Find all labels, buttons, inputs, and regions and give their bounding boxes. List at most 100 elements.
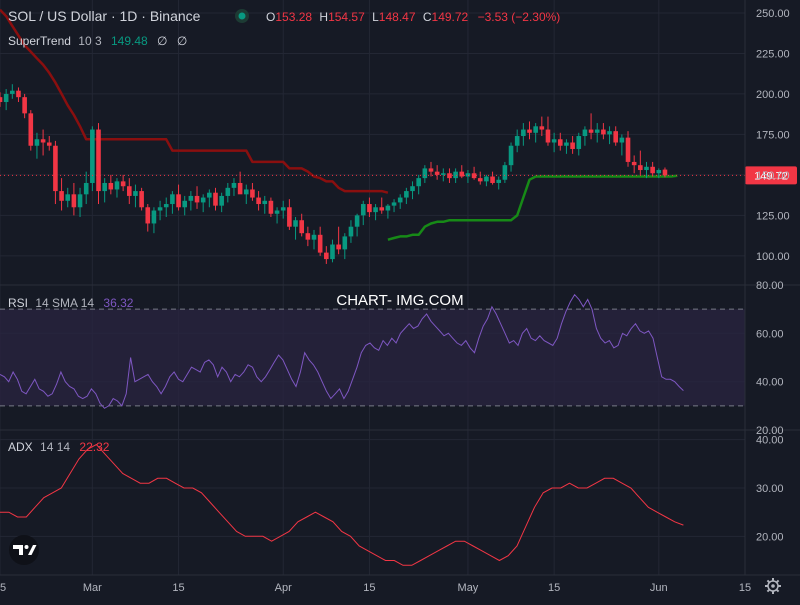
candle[interactable] — [441, 168, 446, 182]
candle[interactable] — [262, 195, 268, 214]
candle[interactable] — [459, 165, 465, 179]
candle[interactable] — [490, 171, 495, 185]
candle[interactable] — [299, 213, 304, 237]
gear-icon[interactable] — [765, 578, 781, 594]
candle[interactable] — [293, 216, 298, 240]
candle[interactable] — [34, 132, 40, 159]
candle[interactable] — [287, 199, 292, 230]
candle[interactable] — [447, 168, 452, 183]
candle[interactable] — [336, 226, 341, 255]
candle[interactable] — [514, 129, 520, 153]
candle[interactable] — [16, 87, 21, 103]
candle[interactable] — [268, 197, 274, 217]
candle[interactable] — [619, 134, 625, 156]
candle[interactable] — [46, 136, 52, 151]
candle[interactable] — [157, 200, 163, 221]
candle[interactable] — [163, 197, 169, 217]
candle[interactable] — [601, 123, 606, 140]
candle[interactable] — [126, 178, 132, 205]
candle[interactable] — [330, 239, 335, 263]
candle[interactable] — [182, 195, 188, 216]
candle[interactable] — [508, 142, 514, 172]
candle[interactable] — [40, 129, 46, 156]
candle[interactable] — [588, 113, 594, 140]
candle[interactable] — [90, 126, 95, 192]
candle[interactable] — [607, 126, 612, 145]
candle[interactable] — [496, 176, 502, 190]
candle[interactable] — [644, 161, 649, 179]
candle[interactable] — [502, 161, 508, 183]
candle[interactable] — [545, 116, 551, 146]
candle[interactable] — [342, 233, 348, 260]
candle[interactable] — [170, 191, 175, 214]
candle[interactable] — [656, 168, 662, 179]
candle[interactable] — [324, 246, 329, 264]
candle[interactable] — [576, 132, 582, 156]
tradingview-logo-icon[interactable] — [9, 535, 39, 565]
candle[interactable] — [28, 110, 34, 151]
candle[interactable] — [53, 140, 58, 205]
candle[interactable] — [471, 166, 477, 180]
candle[interactable] — [59, 178, 64, 211]
symbol-title[interactable]: SOL / US Dollar · 1D · Binance — [8, 8, 201, 24]
candle[interactable] — [133, 184, 138, 208]
candle[interactable] — [145, 204, 151, 232]
candle[interactable] — [385, 204, 391, 219]
candle[interactable] — [638, 150, 643, 175]
candle[interactable] — [625, 131, 631, 167]
candle[interactable] — [379, 197, 385, 214]
candle[interactable] — [557, 132, 563, 151]
candle[interactable] — [65, 187, 71, 208]
candle[interactable] — [243, 184, 249, 205]
candle[interactable] — [354, 213, 360, 237]
candle[interactable] — [219, 192, 224, 213]
candle[interactable] — [570, 136, 575, 154]
candle[interactable] — [305, 226, 311, 247]
candle[interactable] — [594, 123, 600, 143]
candle[interactable] — [10, 84, 15, 99]
candle[interactable] — [613, 126, 619, 146]
candles-layer[interactable] — [0, 84, 668, 264]
candle[interactable] — [422, 165, 428, 183]
candle[interactable] — [564, 139, 569, 154]
candle[interactable] — [465, 170, 471, 183]
candle[interactable] — [631, 155, 637, 174]
candle[interactable] — [71, 182, 77, 216]
price-axis[interactable]: 100.00 125.00 150.00 175.00 200.00 225.00 250.… — [756, 8, 790, 543]
candle[interactable] — [533, 123, 538, 143]
candle[interactable] — [360, 200, 366, 226]
candle[interactable] — [120, 174, 126, 192]
candle[interactable] — [551, 132, 557, 153]
candle[interactable] — [256, 191, 261, 211]
candle[interactable] — [650, 161, 655, 177]
candle[interactable] — [477, 171, 483, 185]
candle[interactable] — [311, 229, 317, 250]
candle[interactable] — [317, 226, 323, 256]
candle[interactable] — [77, 187, 83, 217]
rsi-legend[interactable]: RSI 14 SMA 14 36.32 — [8, 296, 134, 310]
candle[interactable] — [484, 174, 489, 187]
candle[interactable] — [3, 89, 9, 111]
candle[interactable] — [397, 194, 403, 209]
candle[interactable] — [108, 174, 114, 195]
candle[interactable] — [539, 116, 545, 137]
candle[interactable] — [348, 220, 354, 243]
candle[interactable] — [391, 199, 397, 213]
time-axis[interactable]: 15 Mar 15 Apr 15 May 15 Jun 15 — [0, 582, 751, 594]
supertrend-legend[interactable]: SuperTrend 10 3 149.48 ∅ ∅ — [8, 34, 187, 48]
candle[interactable] — [200, 194, 206, 213]
candle[interactable] — [213, 187, 218, 211]
candle[interactable] — [22, 93, 27, 119]
candle[interactable] — [373, 204, 378, 221]
candle[interactable] — [280, 200, 286, 219]
candle[interactable] — [274, 207, 280, 224]
candle[interactable] — [176, 184, 181, 211]
candle[interactable] — [188, 191, 194, 211]
candle[interactable] — [428, 161, 434, 177]
candle[interactable] — [367, 197, 372, 217]
candle[interactable] — [102, 178, 107, 203]
adx-legend[interactable]: ADX 14 14 22.32 — [8, 440, 110, 454]
candle[interactable] — [151, 207, 157, 234]
candle[interactable] — [521, 123, 526, 146]
